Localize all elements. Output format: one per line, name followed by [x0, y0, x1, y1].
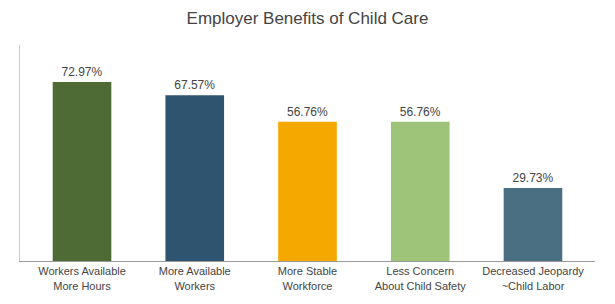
svg-text:Decreased Jeopardy~Child Labor: Decreased Jeopardy~Child Labor [482, 265, 584, 291]
svg-text:67.57%: 67.57% [174, 78, 215, 92]
svg-text:56.76%: 56.76% [287, 105, 328, 119]
svg-text:72.97%: 72.97% [61, 65, 102, 79]
svg-text:56.76%: 56.76% [400, 105, 441, 119]
svg-text:Less ConcernAbout Child Safety: Less ConcernAbout Child Safety [375, 265, 467, 291]
svg-text:More StableWorkforce: More StableWorkforce [278, 265, 337, 291]
svg-text:29.73%: 29.73% [512, 171, 553, 185]
svg-text:Workers AvailableMore Hours: Workers AvailableMore Hours [38, 265, 126, 291]
svg-text:More AvailableWorkers: More AvailableWorkers [159, 265, 231, 291]
svg-text:Employer Benefits of Child Car: Employer Benefits of Child Care [187, 9, 429, 28]
